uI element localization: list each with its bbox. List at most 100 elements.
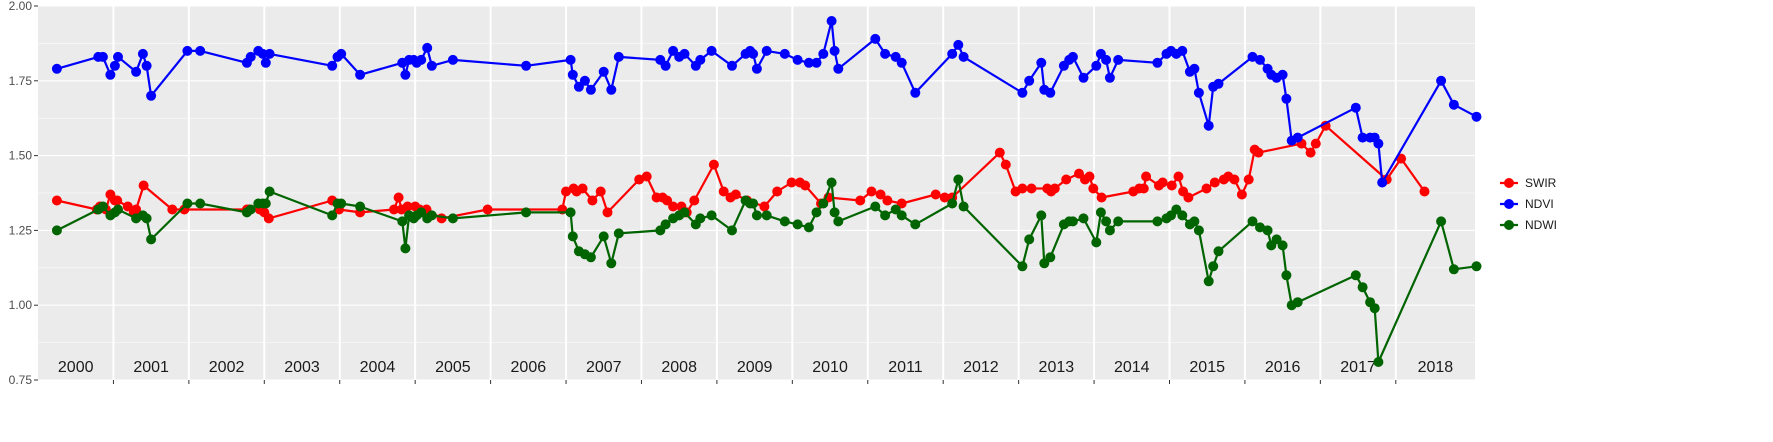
ndvi-point: [195, 45, 206, 56]
ndvi-point: [422, 42, 433, 53]
ndwi-point: [1095, 207, 1106, 218]
ndwi-point: [146, 234, 157, 245]
series-ndvi: [51, 16, 1482, 188]
ndvi-point: [751, 63, 762, 74]
swir-point: [689, 195, 700, 206]
ndvi-point: [416, 54, 427, 65]
series-swir: [51, 120, 1430, 224]
ndvi-point: [260, 57, 271, 68]
ndvi-point: [706, 45, 717, 56]
ndwi-point: [1045, 252, 1056, 263]
swir-point: [866, 186, 877, 197]
year-label: 2014: [1114, 359, 1150, 376]
ndvi-point: [51, 63, 62, 74]
series-ndwi: [51, 174, 1482, 367]
swir-point: [930, 189, 941, 200]
ndwi-point: [1104, 225, 1115, 236]
ndvi-point: [1350, 102, 1361, 113]
ndwi-point: [397, 216, 408, 227]
ndwi-point: [829, 207, 840, 218]
ndwi-point: [1247, 216, 1258, 227]
ndvi-point: [1152, 57, 1163, 68]
year-label: 2008: [661, 359, 697, 376]
ndvi-point: [1104, 72, 1115, 83]
legend-marker: [1504, 178, 1514, 188]
ndwi-point: [1213, 246, 1224, 257]
ndwi-point: [1078, 213, 1089, 224]
ndvi-point: [761, 45, 772, 56]
ndwi-point: [910, 219, 921, 230]
ndvi-point: [1067, 51, 1078, 62]
year-label: 2016: [1265, 359, 1301, 376]
ndvi-point: [109, 60, 120, 71]
ndvi-point: [1247, 51, 1258, 62]
ndwi-point: [679, 207, 690, 218]
ndvi-point: [1203, 120, 1214, 131]
ndvi-point: [870, 33, 881, 44]
ndwi-point: [1448, 264, 1459, 275]
ndwi-point: [426, 210, 437, 221]
swir-point: [1166, 180, 1177, 191]
ndvi-point: [146, 90, 157, 101]
ndvi-point: [1448, 99, 1459, 110]
year-label: 2011: [888, 359, 923, 376]
swir-point: [1229, 174, 1240, 185]
ndwi-point: [113, 204, 123, 215]
ndwi-point: [264, 186, 275, 197]
y-tick-label: 0.75: [9, 373, 33, 387]
ndvi-point: [1213, 78, 1224, 89]
ndwi-point: [245, 204, 256, 215]
ndwi-point: [1017, 261, 1028, 272]
year-label: 2004: [360, 359, 396, 376]
ndwi-point: [260, 198, 271, 209]
year-label: 2018: [1418, 359, 1454, 376]
ndvi-point: [336, 48, 347, 59]
y-tick-label: 1.50: [9, 149, 33, 163]
ndvi-point: [567, 69, 578, 80]
ndwi-point: [613, 228, 624, 239]
swir-point: [561, 186, 571, 197]
swir-point: [602, 207, 613, 218]
swir-point: [1017, 183, 1028, 194]
swir-point: [1141, 171, 1152, 182]
swir-point: [1253, 147, 1264, 158]
ndvi-point: [579, 75, 590, 86]
ndwi-point: [1373, 357, 1384, 367]
y-tick-label: 1.00: [9, 298, 33, 312]
ndwi-point: [695, 213, 706, 224]
ndwi-point: [803, 222, 814, 233]
legend-item-swir: SWIR: [1500, 176, 1557, 190]
ndwi-point: [1255, 222, 1265, 233]
ndvi-point: [327, 60, 338, 71]
year-labels: 2000 2001 2002 2003 2004 2005 2006 2007 2008 2009…: [58, 359, 1453, 376]
ndvi-point: [803, 57, 814, 68]
series-group: [51, 16, 1482, 367]
ndvi-point: [779, 48, 790, 59]
ndvi-point: [426, 60, 437, 71]
legend-marker: [1504, 220, 1514, 230]
ndvi-point: [958, 51, 969, 62]
swir-point: [131, 204, 142, 215]
swir-point: [1243, 174, 1254, 185]
swir-point: [1049, 183, 1060, 194]
swir-point: [772, 186, 783, 197]
swir-point: [1000, 159, 1011, 170]
ndwi-point: [1036, 210, 1047, 221]
ndvi-point: [1101, 54, 1112, 65]
ndvi-point: [1189, 63, 1200, 74]
swir-point: [1236, 189, 1247, 200]
ndwi-point: [51, 225, 62, 236]
ndwi-point: [97, 201, 108, 212]
year-label: 2012: [963, 359, 999, 376]
ndvi-point: [141, 60, 152, 71]
swir-point: [1209, 177, 1220, 188]
ndwi-point: [748, 198, 759, 209]
swir-point: [800, 180, 811, 191]
ndwi-point: [447, 213, 458, 224]
ndvi-point: [1436, 75, 1447, 86]
ndvi-point: [105, 69, 116, 80]
ndvi-point: [1078, 72, 1089, 83]
ndvi-point: [910, 87, 921, 98]
year-label: 2005: [435, 359, 471, 376]
swir-point: [855, 195, 866, 206]
